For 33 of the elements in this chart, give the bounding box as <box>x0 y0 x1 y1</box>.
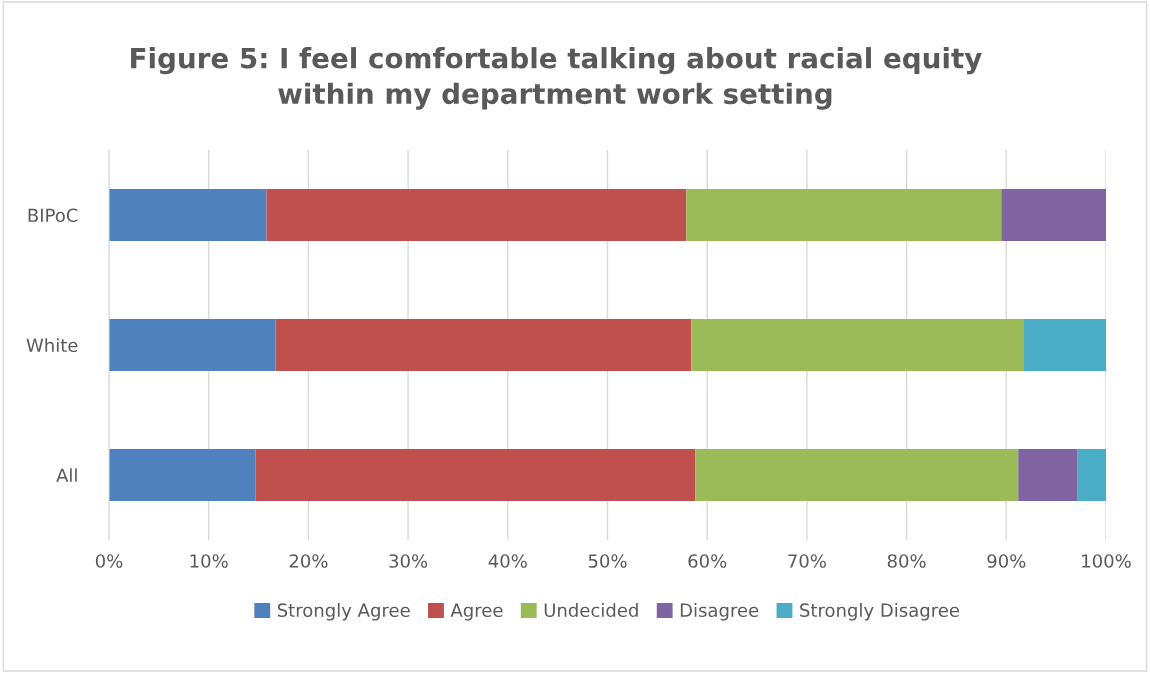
x-tick-label: 40% <box>488 554 527 568</box>
bar <box>109 189 267 241</box>
x-tick-label: 100% <box>1082 554 1131 568</box>
bar <box>109 449 256 501</box>
bar <box>686 189 1002 241</box>
y-tick-label: BIPoC <box>28 208 78 223</box>
bar <box>1023 319 1106 371</box>
x-tick-label: 30% <box>389 554 428 568</box>
legend-label: Agree <box>450 603 503 621</box>
x-tick-label: 0% <box>95 554 123 568</box>
legend-label: Undecided <box>544 603 638 618</box>
x-tick-label: 70% <box>788 554 826 568</box>
legend-label: Strongly Disagree <box>800 603 960 621</box>
x-tick-label: 20% <box>289 554 328 568</box>
legend-label: Disagree <box>680 603 759 621</box>
bar <box>1077 449 1106 501</box>
legend-label: Strongly Agree <box>277 603 410 621</box>
bar <box>691 319 1024 371</box>
y-tick-label: All <box>56 468 77 482</box>
chart-title: Figure 5: I feel comfortable talking about racial equity within my department work setting <box>131 47 982 110</box>
bar <box>1018 449 1078 501</box>
bar <box>109 319 276 371</box>
x-tick-label: 10% <box>190 554 228 568</box>
x-tick-label: 50% <box>588 554 627 568</box>
bar <box>266 189 687 241</box>
bar <box>695 449 1019 501</box>
bar <box>1001 189 1106 241</box>
x-tick-label: 60% <box>688 554 727 568</box>
x-tick-label: 80% <box>887 554 926 568</box>
bar <box>255 449 696 501</box>
y-tick-label: White <box>26 338 78 353</box>
bar <box>275 319 692 371</box>
x-tick-label: 90% <box>987 554 1026 568</box>
